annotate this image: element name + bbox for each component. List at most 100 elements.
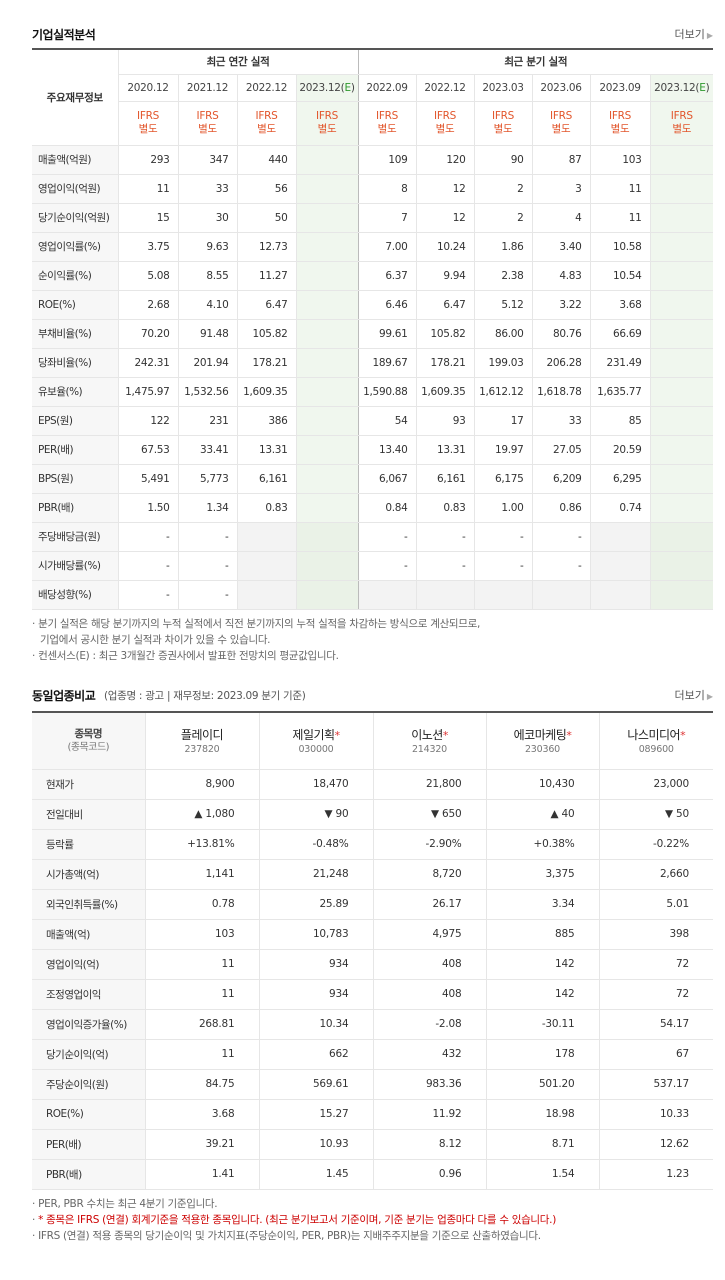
row-label: 순이익률(%) — [32, 261, 118, 291]
company-header[interactable]: 에코마케팅* 230360 — [485, 712, 599, 770]
company-name[interactable]: 제일기획 — [292, 728, 335, 743]
cell: 0.83 — [415, 493, 474, 523]
cell — [649, 377, 713, 407]
cell: 39.21 — [144, 1129, 259, 1160]
company-name[interactable]: 이노션 — [411, 728, 443, 743]
company-header[interactable]: 제일기획* 030000 — [258, 712, 373, 770]
row-label: PBR(배) — [32, 1159, 145, 1190]
cell: 0.74 — [589, 493, 650, 523]
cell — [649, 144, 713, 175]
ifrs-badge: IFRS 별도 — [236, 101, 296, 146]
section-title: 기업실적분석 — [32, 28, 96, 42]
table-row: 등락률 +13.81% -0.48% -2.90% +0.38% -0.22% — [32, 829, 713, 860]
table-row: PER(배) 67.53 33.41 13.31 13.40 13.31 19.97 27.0… — [32, 435, 713, 465]
ifrs-bottom: 별도 — [198, 123, 217, 135]
cell: 3.34 — [485, 889, 599, 920]
note-line: · * 종목은 IFRS (연결) 회계기준을 적용한 종목입니다. (최근 분… — [32, 1214, 556, 1226]
cell — [649, 435, 713, 465]
cell: 662 — [258, 1039, 373, 1070]
cell: 12 — [415, 203, 474, 233]
cell: 5.08 — [117, 261, 178, 291]
company-name-wrap[interactable]: 나스미디어* — [600, 726, 714, 743]
table-row: 주당순이익(원) 84.75 569.61 983.36 501.20 537.17 — [32, 1069, 713, 1100]
ifrs-badge: IFRS 별도 — [177, 101, 237, 146]
company-header[interactable]: 나스미디어* 089600 — [598, 712, 714, 770]
cell: 1,609.35 — [415, 377, 474, 407]
table-row: ROE(%) 2.68 4.10 6.47 6.46 6.47 5.12 3.22 3.68 — [32, 290, 713, 320]
ifrs-top: IFRS — [550, 110, 572, 122]
company-header[interactable]: 이노션* 214320 — [372, 712, 486, 770]
company-name-wrap[interactable]: 이노션* — [374, 726, 486, 743]
cell: 7.00 — [357, 231, 416, 262]
cell: 54 — [357, 405, 416, 436]
company-name[interactable]: 에코마케팅 — [513, 728, 567, 743]
cell: 54.17 — [598, 1009, 713, 1040]
cell: 27.05 — [531, 435, 590, 465]
row-label: PBR(배) — [32, 493, 118, 523]
section-title: 동일업종비교 — [32, 689, 96, 703]
cell: 10.33 — [598, 1099, 713, 1130]
company-name-wrap[interactable]: 플레이디 — [146, 726, 259, 743]
cell: 109 — [357, 144, 416, 175]
company-name[interactable]: 나스미디어 — [627, 728, 681, 743]
head-label: 종목명 — [74, 727, 103, 740]
period-header: 2022.09 — [357, 74, 416, 102]
cell — [649, 521, 713, 552]
cell: 6.37 — [357, 261, 416, 291]
cell: 11.92 — [372, 1099, 486, 1130]
quarter-group-header: 최근 분기 실적 — [357, 49, 713, 75]
cell: 120 — [415, 144, 474, 175]
ifrs-badge: IFRS 별도 — [117, 101, 178, 146]
period-text: 2023.12(E) — [299, 81, 355, 94]
main-label: 주요재무정보 — [32, 49, 118, 146]
row-label: 시가배당률(%) — [32, 551, 118, 581]
cell — [295, 493, 358, 523]
more-label: 더보기 — [674, 689, 705, 702]
cell — [295, 464, 358, 494]
cell: 6,161 — [236, 464, 296, 494]
more-link[interactable]: 더보기 ▶ — [674, 26, 713, 42]
note-text: PER, PBR 수치는 최근 4분기 기준입니다. — [38, 1198, 218, 1210]
ifrs-badge: IFRS 별도 — [295, 101, 358, 146]
table-row: 시가배당률(%) - - - - - - — [32, 551, 713, 581]
row-label: 전일대비 — [32, 799, 145, 830]
cell: -0.48% — [258, 829, 373, 860]
cell: 93 — [415, 405, 474, 436]
company-header[interactable]: 플레이디 237820 — [144, 712, 259, 770]
cell: 18.98 — [485, 1099, 599, 1130]
more-link[interactable]: 더보기 ▶ — [674, 687, 713, 703]
cell: 72 — [598, 949, 713, 980]
table-row: 주당배당금(원) - - - - - - — [32, 521, 713, 552]
cell: 1,612.12 — [473, 377, 532, 407]
cell: 1.41 — [144, 1159, 259, 1190]
cell: 1,618.78 — [531, 377, 590, 407]
table-row: EPS(원) 122 231 386 54 93 17 33 85 — [32, 405, 713, 436]
cell: 1.34 — [177, 493, 237, 523]
row-label: PER(배) — [32, 435, 118, 465]
company-name[interactable]: 플레이디 — [180, 728, 224, 743]
cell: 6.47 — [236, 290, 296, 320]
table-row: 부채비율(%) 70.20 91.48 105.82 99.61 105.82 86.00 8… — [32, 318, 713, 349]
cell: 8,900 — [144, 769, 259, 800]
row-label: 부채비율(%) — [32, 318, 118, 349]
cell: 1.00 — [473, 493, 532, 523]
cell — [649, 261, 713, 291]
ifrs-bottom: 별도 — [317, 123, 337, 135]
cell: 90 — [473, 144, 532, 175]
company-code: 237820 — [184, 744, 220, 756]
row-label: 당기순이익(억) — [32, 1039, 145, 1070]
cell — [415, 580, 474, 610]
cell: 0.78 — [144, 889, 259, 920]
cell: 19.97 — [473, 435, 532, 465]
cell: 347 — [177, 144, 237, 175]
row-label: 영업이익(억) — [32, 949, 145, 980]
cell: 99.61 — [357, 318, 416, 349]
cell: - — [177, 521, 237, 552]
company-name-wrap[interactable]: 에코마케팅* — [487, 726, 599, 743]
cell: 5.01 — [598, 889, 713, 920]
cell: 268.81 — [144, 1009, 259, 1040]
cell: 408 — [372, 949, 486, 980]
company-name-wrap[interactable]: 제일기획* — [260, 726, 373, 743]
cell: 11 — [144, 979, 259, 1010]
table-row: 배당성향(%) - - — [32, 580, 713, 610]
